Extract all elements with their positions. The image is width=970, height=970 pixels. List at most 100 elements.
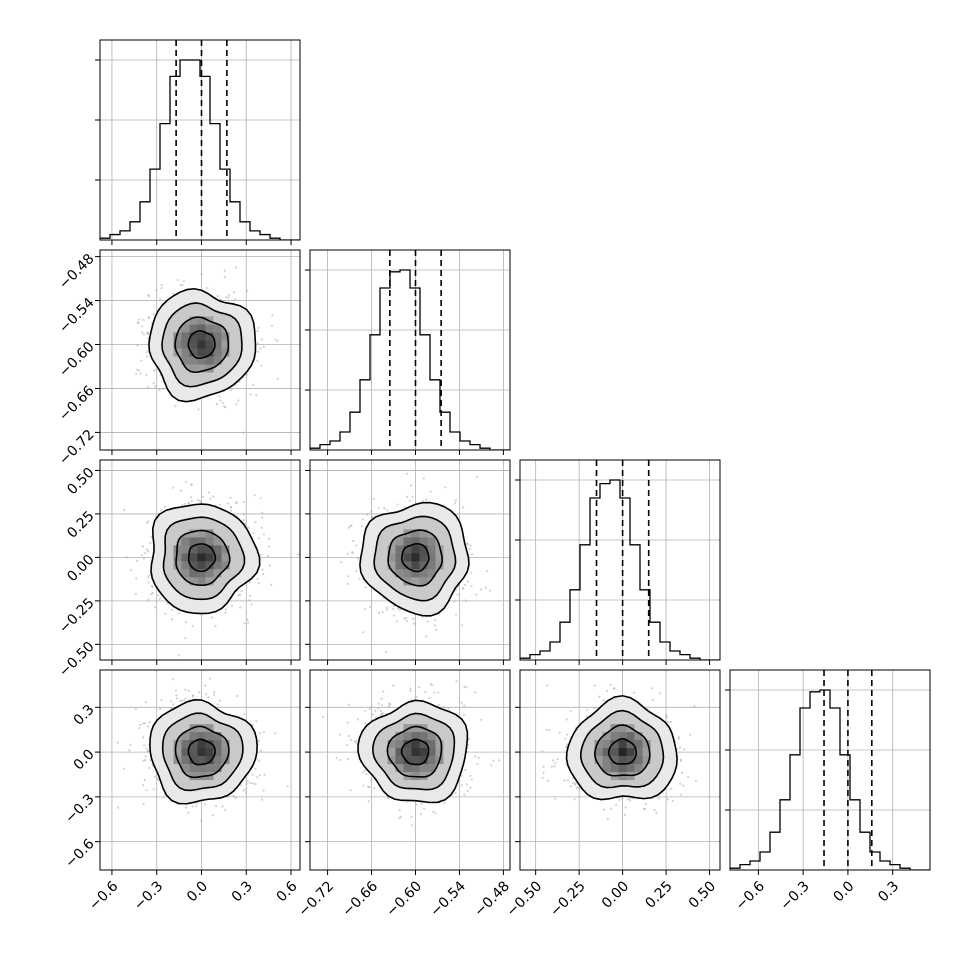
sample-point	[229, 506, 233, 509]
sample-point	[151, 591, 154, 595]
sample-point	[141, 722, 144, 725]
sample-point	[364, 608, 367, 611]
sample-point	[247, 526, 250, 529]
sample-point	[249, 393, 252, 396]
sample-point	[252, 383, 255, 387]
density-cell	[197, 553, 206, 562]
y-tick-label: 0.25	[64, 508, 97, 541]
sample-point	[257, 350, 260, 353]
histogram-step	[730, 689, 930, 870]
sample-point	[200, 501, 203, 504]
sample-point	[261, 511, 264, 515]
sample-point	[453, 600, 456, 603]
sample-point	[155, 368, 158, 371]
density-cell	[403, 748, 412, 757]
sample-point	[234, 796, 237, 800]
sample-point	[454, 613, 458, 616]
sample-point	[177, 654, 180, 657]
sample-point	[405, 472, 409, 475]
sample-point	[143, 744, 146, 747]
sample-point	[476, 762, 479, 765]
sample-point	[321, 715, 324, 718]
sample-point	[188, 245, 190, 247]
sample-point	[364, 709, 367, 712]
sample-point	[569, 785, 572, 788]
sample-point	[171, 608, 174, 611]
sample-point	[161, 236, 163, 238]
panel-frame	[309, 669, 511, 871]
y-tick-label: −0.25	[56, 595, 98, 637]
density-cell	[197, 577, 206, 586]
density-cell	[610, 756, 619, 765]
sample-point	[128, 749, 131, 752]
sample-point	[347, 734, 350, 738]
sample-point	[364, 722, 367, 725]
sample-point	[460, 774, 463, 777]
contour-line-4	[149, 698, 258, 805]
sample-point	[602, 808, 606, 811]
sample-point	[447, 707, 450, 710]
density-cell	[387, 545, 396, 554]
sample-point	[224, 406, 227, 409]
density-cell	[618, 732, 627, 741]
sample-point	[387, 705, 391, 708]
sample-point	[234, 383, 237, 387]
sample-point	[157, 594, 160, 597]
sample-point	[201, 495, 205, 498]
sample-point	[175, 694, 178, 697]
sample-point	[464, 599, 467, 602]
sample-point	[175, 697, 179, 700]
density-cell	[205, 561, 214, 570]
x-tick-label: −0.3	[131, 878, 166, 913]
sample-point	[347, 575, 350, 578]
contour-line-2	[174, 725, 230, 779]
sample-point	[260, 526, 263, 529]
density-cell	[181, 764, 190, 773]
sample-point	[197, 408, 200, 411]
density-cell	[197, 348, 206, 357]
sample-point	[461, 506, 465, 509]
sample-point	[248, 581, 252, 584]
y-tick-label: −0.50	[56, 639, 98, 681]
density-cell	[197, 340, 206, 349]
sample-point	[542, 771, 545, 775]
sample-point	[666, 798, 669, 801]
sample-point	[139, 723, 142, 726]
y-tick-label: −0.60	[56, 339, 98, 381]
sample-point	[469, 786, 472, 790]
density-cell	[197, 332, 206, 341]
sample-point	[235, 403, 238, 406]
sample-point	[340, 561, 343, 564]
sample-point	[257, 537, 261, 540]
sample-point	[477, 756, 480, 760]
sample-point	[467, 738, 470, 741]
panel-frame	[99, 459, 301, 661]
sample-point	[255, 394, 258, 397]
sample-point	[362, 631, 365, 634]
sample-point	[197, 499, 200, 502]
sample-point	[356, 718, 360, 721]
density-cell	[419, 748, 428, 757]
sample-point	[475, 475, 478, 478]
sample-point	[346, 757, 349, 761]
sample-point	[235, 502, 238, 505]
sample-point	[224, 808, 227, 812]
sample-point	[149, 542, 152, 545]
sample-point	[464, 583, 467, 587]
sample-point	[409, 689, 412, 693]
sample-point	[216, 703, 219, 706]
sample-point	[585, 709, 589, 712]
sample-point	[571, 781, 575, 784]
sample-point	[480, 588, 483, 591]
sample-point	[147, 293, 150, 297]
panel-frame	[309, 249, 511, 451]
sample-point	[148, 573, 151, 577]
panel-content	[100, 40, 300, 240]
density-cell	[610, 764, 619, 773]
contour-line-2	[175, 529, 231, 587]
sample-point	[142, 318, 145, 321]
sample-point	[141, 784, 145, 787]
density-cell	[419, 732, 428, 741]
x-tick-label: −0.48	[471, 878, 513, 920]
density-cell	[221, 348, 230, 357]
